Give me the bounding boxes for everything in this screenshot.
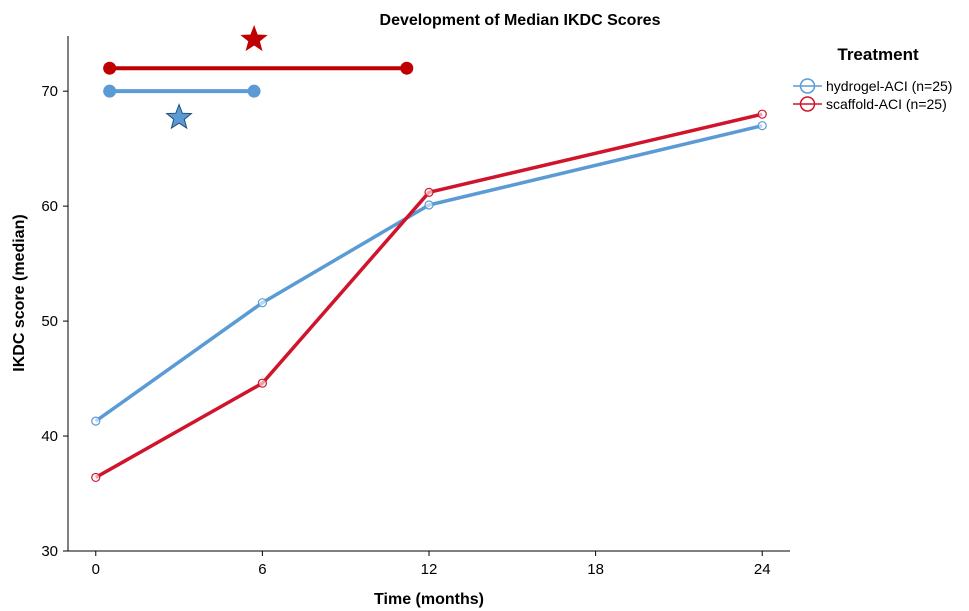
data-point-hydrogel (757, 121, 767, 131)
significance-bar-start-scaffold (103, 61, 117, 75)
series-line-scaffold (94, 112, 763, 479)
y-axis-title: IKDC score (median) (11, 214, 28, 371)
x-tick-label: 0 (92, 561, 100, 578)
y-tick-label: 70 (41, 83, 58, 100)
data-point-scaffold (91, 472, 101, 483)
legend-marker-scaffold (799, 96, 816, 112)
data-point-hydrogel (91, 416, 101, 426)
y-tick-label: 30 (41, 543, 58, 560)
x-tick-label: 24 (754, 561, 771, 578)
significance-bar-start-hydrogel (103, 84, 117, 98)
series-group (91, 109, 767, 483)
legend-marker-hydrogel (799, 78, 816, 94)
legend-label-hydrogel: hydrogel-ACI (n=25) (826, 78, 952, 94)
y-ticks: 30 40 50 60 70 (41, 83, 68, 560)
y-tick-label: 50 (41, 313, 58, 330)
significance-bar-end-scaffold (400, 61, 414, 75)
data-point-scaffold (424, 187, 434, 197)
x-tick-label: 12 (421, 561, 438, 578)
data-point-scaffold (257, 378, 267, 388)
significance-star-hydrogel (165, 103, 193, 130)
x-tick-label: 18 (587, 561, 604, 578)
x-ticks: 0 6 12 18 24 (92, 551, 771, 578)
series-line-hydrogel (94, 123, 763, 423)
data-point-scaffold (757, 109, 767, 119)
legend: Treatment hydrogel-ACI (n=25) scaffold-AC… (793, 45, 952, 112)
x-axis-title: Time (months) (374, 591, 484, 608)
legend-label-scaffold: scaffold-ACI (n=25) (826, 96, 947, 112)
legend-title: Treatment (837, 45, 919, 64)
significance-star-scaffold (240, 24, 268, 52)
significance-bar-end-hydrogel (247, 84, 261, 98)
chart-title: Development of Median IKDC Scores (380, 12, 661, 29)
data-point-hydrogel (424, 200, 434, 210)
y-tick-label: 40 (41, 428, 58, 445)
significance-annotations (103, 24, 414, 130)
x-tick-label: 6 (258, 561, 266, 578)
data-point-hydrogel (257, 298, 267, 308)
y-tick-label: 60 (41, 198, 58, 215)
